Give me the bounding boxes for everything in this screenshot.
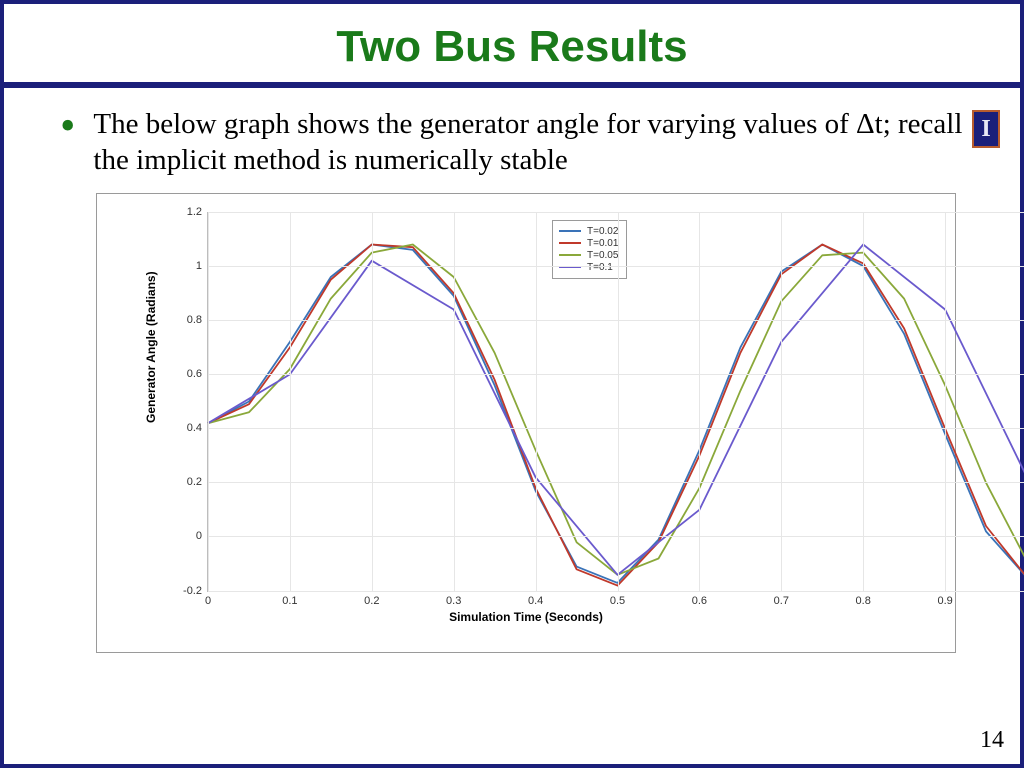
x-tick-label: 0.8 xyxy=(856,591,871,607)
body: • The below graph shows the generator an… xyxy=(4,100,1020,653)
x-axis-label: Simulation Time (Seconds) xyxy=(449,610,603,624)
y-gridline xyxy=(208,374,1024,375)
legend-swatch xyxy=(559,230,581,232)
y-gridline xyxy=(208,266,1024,267)
slide: Two Bus Results I • The below graph show… xyxy=(0,0,1024,768)
legend-row: T=0.02 xyxy=(559,226,618,237)
illinois-logo-icon: I xyxy=(972,110,1000,148)
y-axis-label: Generator Angle (Radians) xyxy=(144,271,158,423)
x-gridline xyxy=(618,212,619,591)
x-tick-label: 0 xyxy=(205,591,211,607)
x-gridline xyxy=(536,212,537,591)
x-tick-label: 0.2 xyxy=(364,591,379,607)
y-tick-label: 0.4 xyxy=(187,422,208,434)
x-tick-label: 0.6 xyxy=(692,591,707,607)
slide-title: Two Bus Results xyxy=(4,4,1020,82)
x-gridline xyxy=(781,212,782,591)
x-gridline xyxy=(454,212,455,591)
chart-legend: T=0.02T=0.01T=0.05T=0.1 xyxy=(552,220,627,279)
bullet-item: • The below graph shows the generator an… xyxy=(60,106,980,179)
x-gridline xyxy=(372,212,373,591)
bullet-dot-icon: • xyxy=(60,112,75,179)
title-underline xyxy=(4,82,1020,88)
y-gridline xyxy=(208,536,1024,537)
y-gridline xyxy=(208,428,1024,429)
x-tick-label: 0.7 xyxy=(774,591,789,607)
legend-row: T=0.05 xyxy=(559,250,618,261)
legend-swatch xyxy=(559,242,581,244)
x-tick-label: 0.4 xyxy=(528,591,543,607)
y-tick-label: 0 xyxy=(196,530,208,542)
plot-area: T=0.02T=0.01T=0.05T=0.1 -0.200.20.40.60.… xyxy=(207,212,1024,592)
legend-label: T=0.1 xyxy=(587,262,613,273)
y-gridline xyxy=(208,212,1024,213)
legend-row: T=0.1 xyxy=(559,262,618,273)
x-tick-label: 0.1 xyxy=(282,591,297,607)
y-gridline xyxy=(208,482,1024,483)
y-tick-label: 0.2 xyxy=(187,476,208,488)
y-tick-label: 0.8 xyxy=(187,314,208,326)
y-tick-label: 1 xyxy=(196,260,208,272)
x-tick-label: 0.3 xyxy=(446,591,461,607)
legend-label: T=0.01 xyxy=(587,238,618,249)
bullet-text: The below graph shows the generator angl… xyxy=(93,106,980,179)
x-tick-label: 0.5 xyxy=(610,591,625,607)
chart-container: Generator Angle (Radians) Simulation Tim… xyxy=(96,193,956,653)
series-line xyxy=(208,244,1024,574)
x-tick-label: 0.9 xyxy=(937,591,952,607)
series-line xyxy=(208,244,1024,574)
legend-swatch xyxy=(559,254,581,256)
page-number: 14 xyxy=(980,727,1004,754)
y-tick-label: 1.2 xyxy=(187,206,208,218)
y-gridline xyxy=(208,320,1024,321)
legend-row: T=0.01 xyxy=(559,238,618,249)
x-gridline xyxy=(945,212,946,591)
x-gridline xyxy=(863,212,864,591)
legend-label: T=0.05 xyxy=(587,250,618,261)
y-tick-label: 0.6 xyxy=(187,368,208,380)
x-gridline xyxy=(699,212,700,591)
legend-label: T=0.02 xyxy=(587,226,618,237)
x-gridline xyxy=(290,212,291,591)
x-gridline xyxy=(208,212,209,591)
